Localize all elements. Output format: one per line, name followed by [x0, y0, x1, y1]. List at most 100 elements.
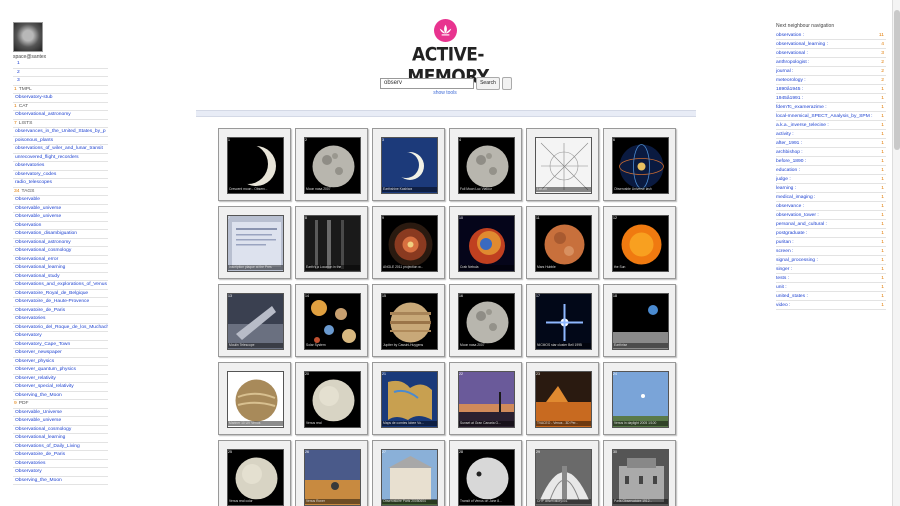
options-button[interactable] — [502, 77, 512, 90]
sidebar-link[interactable]: Observatoire_de_Paris — [13, 307, 108, 315]
image-tile[interactable]: 5 Lasoth — [526, 128, 599, 201]
neighbour-item[interactable]: tests : 1 — [776, 274, 886, 283]
sidebar-link[interactable]: Observatory_Cape_Town — [13, 341, 108, 349]
neighbour-item[interactable]: education : 1 — [776, 166, 886, 175]
sidebar-link[interactable]: Observational_study — [13, 273, 108, 281]
image-tile[interactable]: 17 NICMOS star cluster Bell 1995 — [526, 284, 599, 357]
neighbour-label[interactable]: postgraduate : — [776, 231, 808, 236]
neighbour-label[interactable]: learning : — [776, 186, 797, 191]
thumbnail-image[interactable] — [304, 215, 361, 272]
image-tile[interactable]: 9 ANGLE 2011 projection w... — [372, 206, 445, 279]
image-tile[interactable]: 1 Crescent moon - Observ... — [218, 128, 291, 201]
neighbour-item[interactable]: observation_tower : 1 — [776, 211, 886, 220]
image-tile[interactable]: 13 Moulin Telescope — [218, 284, 291, 357]
thumbnail-image[interactable] — [227, 137, 284, 194]
sidebar-link[interactable]: Observable — [13, 196, 108, 205]
neighbour-label[interactable]: observance : — [776, 204, 805, 209]
neighbour-label[interactable]: puritan : — [776, 240, 794, 245]
thumbnail-image[interactable] — [535, 449, 592, 506]
neighbour-label[interactable]: judge : — [776, 177, 791, 182]
scrollbar[interactable] — [892, 0, 900, 506]
thumbnail-image[interactable] — [535, 215, 592, 272]
thumbnail-image[interactable] — [535, 293, 592, 350]
sidebar-link[interactable]: Observational_cosmology — [13, 426, 108, 434]
neighbour-item[interactable]: archbishop : 1 — [776, 148, 886, 157]
thumbnail-image[interactable] — [612, 137, 669, 194]
thumbnail-image[interactable] — [381, 371, 438, 428]
image-tile[interactable]: 12 the Sun — [603, 206, 676, 279]
neighbour-item[interactable]: medical_imaging : 1 — [776, 193, 886, 202]
neighbour-item[interactable]: anthropologist : 2 — [776, 58, 886, 67]
search-button[interactable]: Search — [476, 77, 500, 90]
thumbnail-image[interactable] — [227, 293, 284, 350]
neighbour-item[interactable]: personal_and_cultural : 1 — [776, 220, 886, 229]
neighbour-label[interactable]: medical_imaging : — [776, 195, 816, 200]
page-link[interactable]: 2 — [13, 69, 108, 77]
sidebar-link[interactable]: unrecovered_flight_recorders — [13, 154, 108, 162]
sidebar-link[interactable]: Observatories — [13, 460, 108, 468]
sidebar-link[interactable]: radio_telescopes — [13, 179, 108, 188]
thumbnail-image[interactable] — [612, 293, 669, 350]
thumbnail-image[interactable] — [304, 449, 361, 506]
neighbour-item[interactable]: learning : 1 — [776, 184, 886, 193]
sidebar-link[interactable]: Observational_learning — [13, 434, 108, 443]
thumbnail-image[interactable] — [227, 215, 284, 272]
neighbour-label[interactable]: observational_learning : — [776, 42, 828, 47]
image-tile[interactable]: 3 Earthshine Kashiwa — [372, 128, 445, 201]
thumbnail-image[interactable] — [458, 449, 515, 506]
sidebar-link[interactable]: Observational_cosmology — [13, 247, 108, 256]
sidebar-link[interactable]: Observations_of_Daily_Living — [13, 443, 108, 451]
neighbour-item[interactable]: fdemTc_examerazime : 1 — [776, 103, 886, 112]
show-tools-link[interactable]: show tools — [433, 90, 457, 96]
thumbnail-image[interactable] — [612, 371, 669, 428]
neighbour-label[interactable]: singer : — [776, 267, 793, 272]
image-tile[interactable]: 16 Moon nasa 2007 — [449, 284, 522, 357]
image-tile[interactable]: 15 Jupiter by Cassini-Huygens — [372, 284, 445, 357]
neighbour-item[interactable]: postgraduate : 1 — [776, 229, 886, 238]
sidebar-link[interactable]: Observational_astronomy — [13, 239, 108, 247]
neighbour-label[interactable]: education : — [776, 168, 800, 173]
neighbour-item[interactable]: puritan : 1 — [776, 238, 886, 247]
thumbnail-image[interactable] — [458, 137, 515, 194]
neighbour-item[interactable]: observational : 3 — [776, 49, 886, 58]
image-tile[interactable]: 28 Transit of Venus on June 8... — [449, 440, 522, 506]
thumbnail-image[interactable] — [458, 293, 515, 350]
thumbnail-image[interactable] — [458, 371, 515, 428]
neighbour-label[interactable]: screen : — [776, 249, 794, 254]
neighbour-item[interactable]: screen : 1 — [776, 247, 886, 256]
sidebar-link[interactable]: Observable_universe — [13, 205, 108, 213]
sidebar-link[interactable]: observatories — [13, 162, 108, 171]
neighbour-label[interactable]: personal_and_cultural : — [776, 222, 827, 227]
avatar[interactable] — [13, 22, 43, 52]
neighbour-label[interactable]: before_1890 : — [776, 159, 807, 164]
sidebar-link[interactable]: Observable_Universe — [13, 409, 108, 417]
sidebar-link[interactable]: Observation_disambiguation — [13, 230, 108, 239]
neighbour-item[interactable]: meteorology : 2 — [776, 76, 886, 85]
sidebar-link[interactable]: Observatorio_del_Roque_de_los_Muchachos — [13, 324, 108, 332]
neighbour-item[interactable]: after_1991 : 1 — [776, 139, 886, 148]
neighbour-label[interactable]: local-mnemical_SPECT_Analysis_by_SPM : — [776, 114, 873, 119]
neighbour-label[interactable]: 1890â1945 : — [776, 87, 804, 92]
sidebar-link[interactable]: Observer_special_relativity — [13, 383, 108, 392]
image-tile[interactable]: 22 Sunset at Gran Canaria G... — [449, 362, 522, 435]
sidebar-link[interactable]: Observatory — [13, 332, 108, 341]
sidebar-link[interactable]: observations_of_wiler_and_lunar_transit — [13, 145, 108, 154]
sidebar-link[interactable]: observances_in_the_United_States_by_p — [13, 128, 108, 137]
sidebar-link[interactable]: Observer_physics — [13, 358, 108, 366]
page-link[interactable]: 3 — [13, 77, 108, 86]
lotus-logo-icon[interactable] — [434, 19, 457, 42]
neighbour-label[interactable]: after_1991 : — [776, 141, 803, 146]
image-tile[interactable]: 19 Mariner 10 UV Venus — [218, 362, 291, 435]
sidebar-link[interactable]: Observation — [13, 222, 108, 230]
sidebar-link[interactable]: Observatoire_de_Paris — [13, 451, 108, 460]
image-tile[interactable]: 6 Observable Universe lash — [603, 128, 676, 201]
thumbnail-image[interactable] — [227, 371, 284, 428]
thumbnail-image[interactable] — [381, 137, 438, 194]
image-tile[interactable]: 2 Moon nasa 2007 — [295, 128, 368, 201]
sidebar-link[interactable]: Observational_astronomy — [13, 111, 108, 120]
neighbour-item[interactable]: united_states : 1 — [776, 292, 886, 301]
scrollbar-thumb[interactable] — [894, 10, 900, 150]
neighbour-item[interactable]: a.k.a._inverse_telecine : 1 — [776, 121, 886, 130]
neighbour-label[interactable]: archbishop : — [776, 150, 803, 155]
thumbnail-image[interactable] — [304, 137, 361, 194]
